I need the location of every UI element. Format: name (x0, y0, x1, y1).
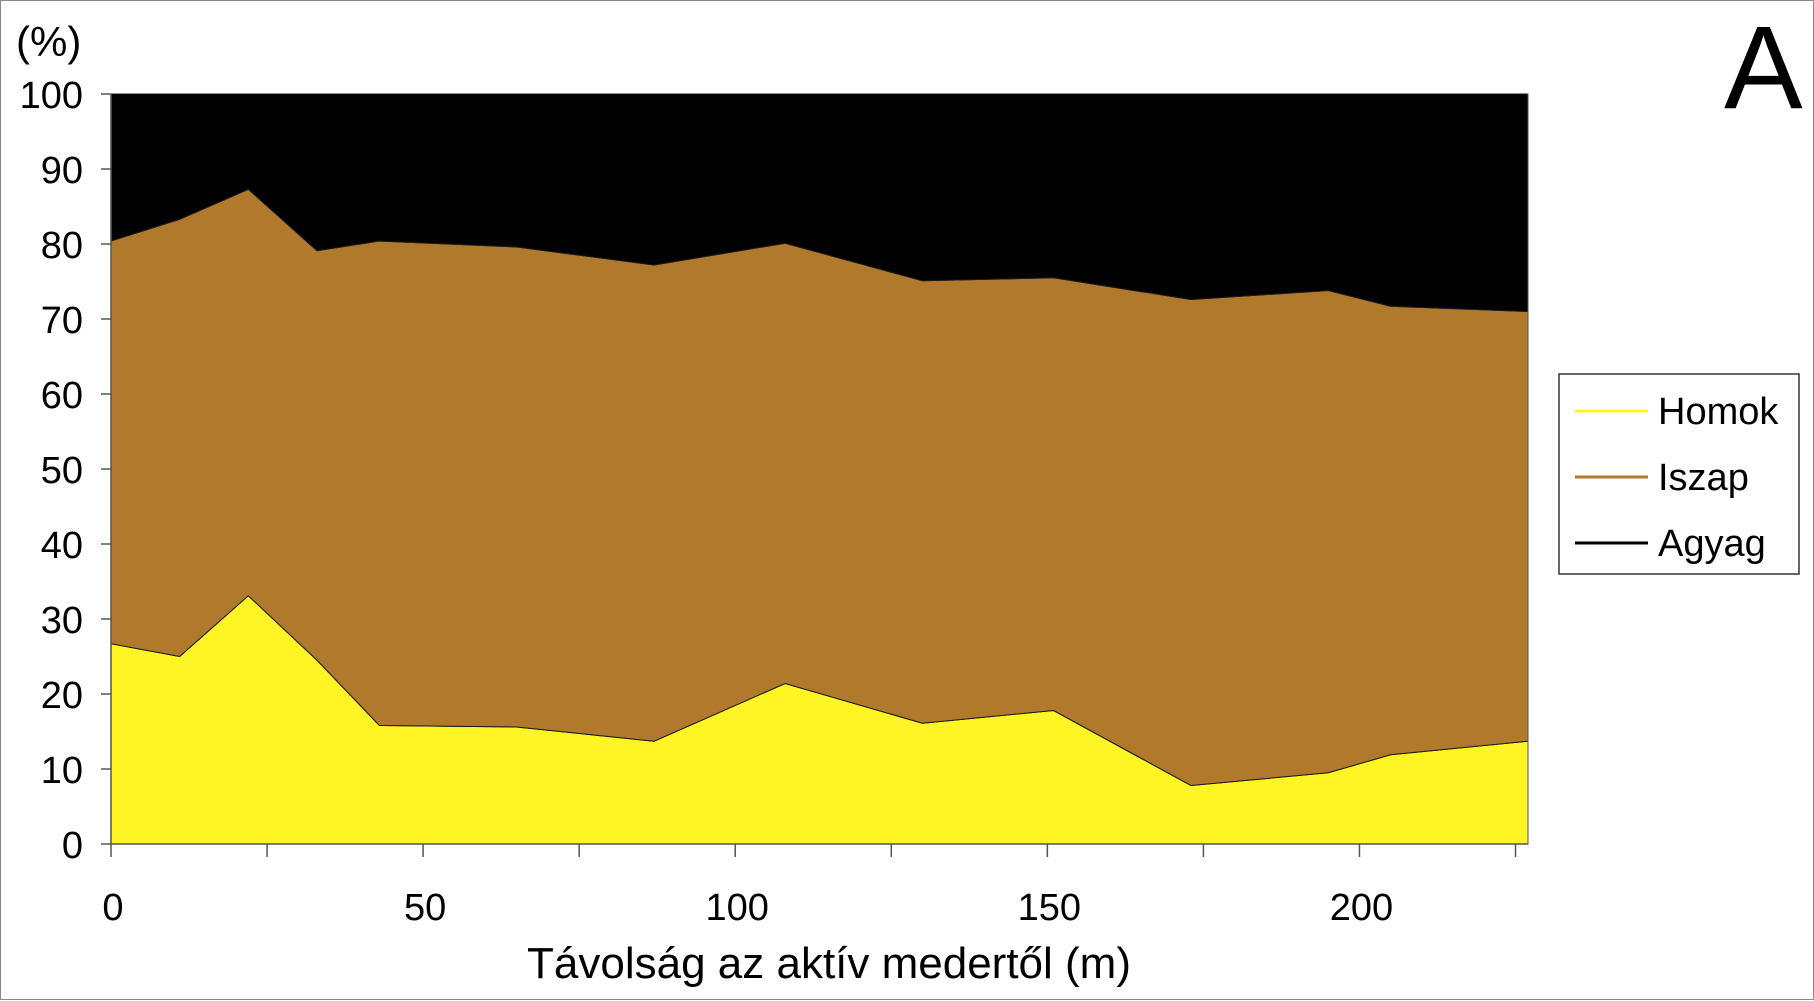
y-tick-label: 60 (41, 375, 83, 417)
y-tick-label: 100 (20, 75, 83, 117)
legend-box (1558, 373, 1800, 575)
y-tick-label: 50 (41, 450, 83, 492)
x-tick-label: 0 (102, 887, 123, 929)
x-tick-label: 100 (706, 887, 769, 929)
x-tick-label: 200 (1330, 887, 1393, 929)
y-tick-label: 70 (41, 300, 83, 342)
y-tick-label: 40 (41, 525, 83, 567)
y-tick-label: 80 (41, 225, 83, 267)
y-axis-unit-label: (%) (16, 18, 81, 65)
y-tick-label: 0 (62, 825, 83, 867)
legend: Homok Iszap Agyag (1558, 373, 1800, 575)
x-tick-label: 50 (404, 887, 446, 929)
y-tick-label: 10 (41, 750, 83, 792)
legend-label-agyag: Agyag (1658, 523, 1766, 565)
legend-label-iszap: Iszap (1658, 457, 1749, 499)
x-axis-title: Távolság az aktív medertől (m) (527, 939, 1131, 988)
panel-label: A (1724, 2, 1803, 134)
y-tick-label: 30 (41, 600, 83, 642)
y-tick-label: 20 (41, 675, 83, 717)
y-tick-label: 90 (41, 150, 83, 192)
x-tick-label: 150 (1018, 887, 1081, 929)
legend-label-homok: Homok (1658, 391, 1779, 433)
